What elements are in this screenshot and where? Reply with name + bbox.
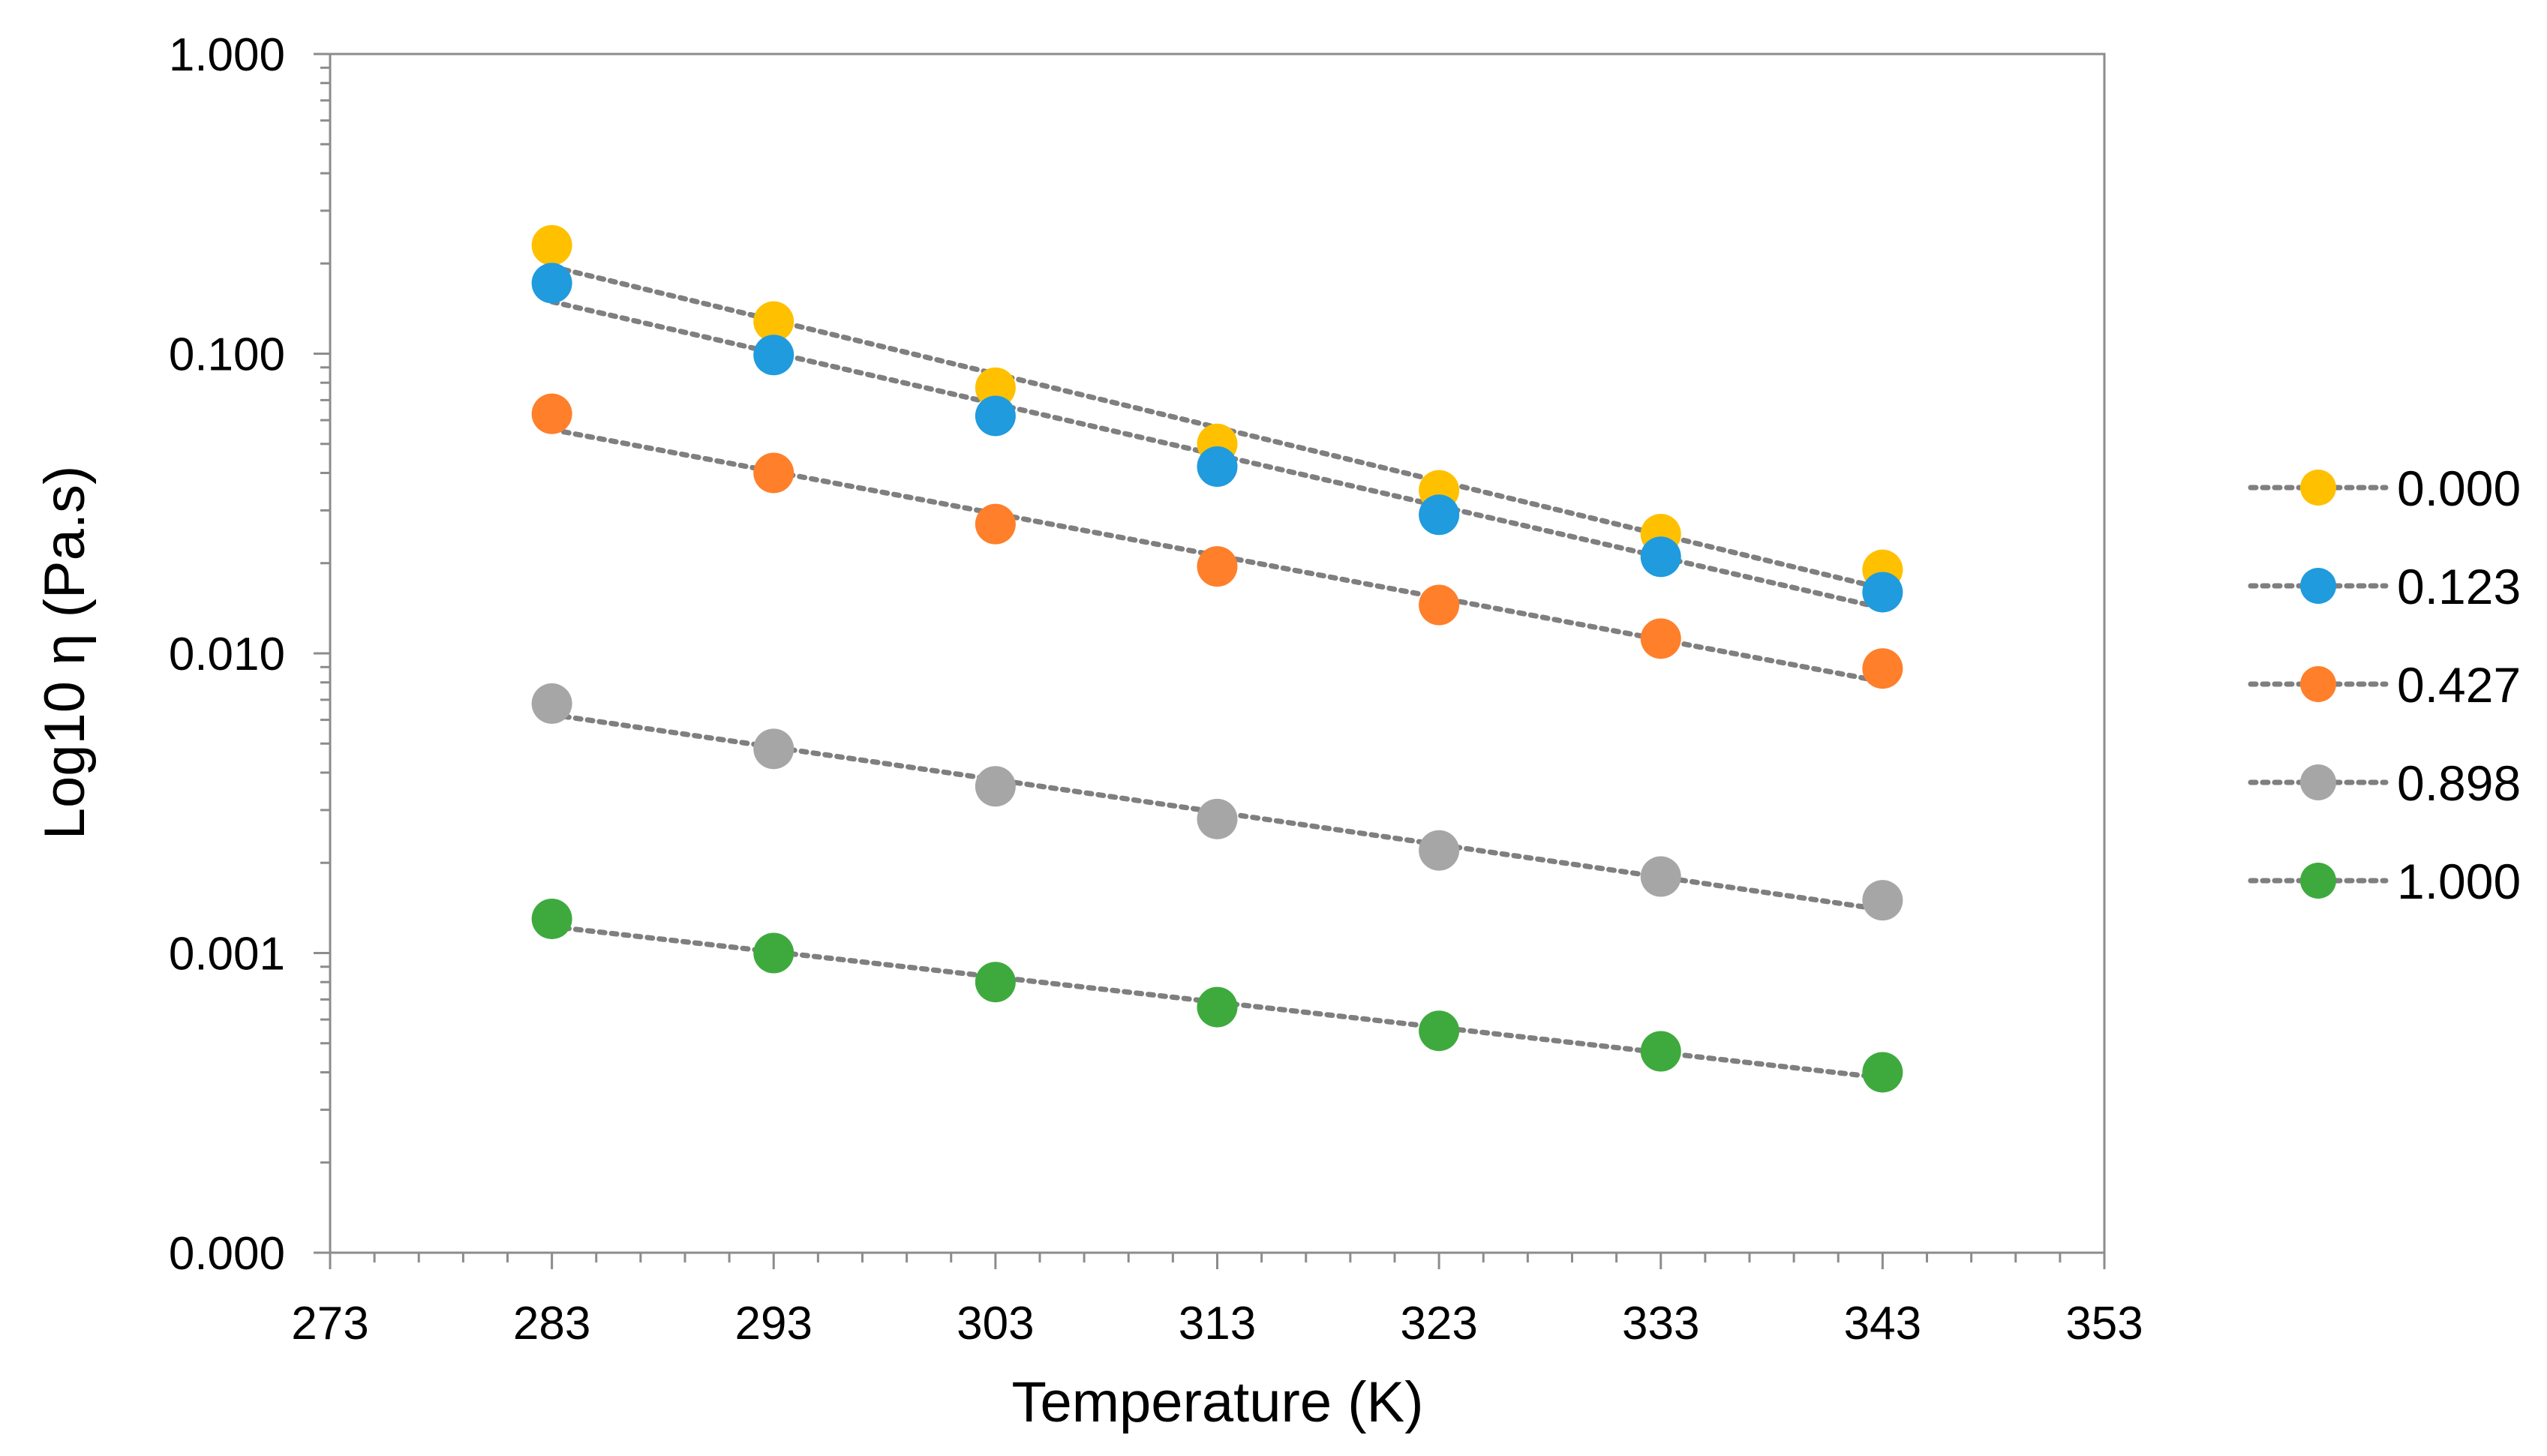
data-point-0.427 bbox=[531, 393, 572, 434]
data-point-0.898 bbox=[1197, 798, 1238, 839]
data-point-0.000 bbox=[531, 224, 572, 266]
data-point-1.000 bbox=[1419, 1010, 1460, 1052]
data-point-0.427 bbox=[975, 503, 1016, 545]
x-tick-label: 293 bbox=[735, 1298, 812, 1349]
data-point-1.000 bbox=[753, 932, 794, 974]
data-point-1.000 bbox=[531, 898, 572, 939]
legend-label: 0.123 bbox=[2397, 559, 2521, 614]
data-point-0.427 bbox=[1419, 584, 1460, 626]
data-point-0.898 bbox=[753, 728, 794, 770]
legend-marker-0.000 bbox=[2300, 470, 2336, 506]
data-point-0.000 bbox=[753, 301, 794, 342]
x-tick-label: 353 bbox=[2065, 1298, 2143, 1349]
y-tick-label: 0.000 bbox=[169, 1228, 285, 1280]
legend-label: 0.898 bbox=[2397, 755, 2521, 811]
data-point-0.898 bbox=[975, 766, 1016, 807]
data-point-0.123 bbox=[1419, 494, 1460, 536]
data-point-0.427 bbox=[1862, 648, 1903, 689]
data-point-0.898 bbox=[1640, 856, 1681, 897]
x-axis: 273 283 293 303 313 323 333 343 353 bbox=[291, 1253, 2143, 1349]
x-tick-label: 273 bbox=[291, 1298, 368, 1349]
data-point-0.427 bbox=[1197, 546, 1238, 587]
x-tick-label: 283 bbox=[513, 1298, 590, 1349]
y-tick-label: 0.010 bbox=[169, 629, 285, 680]
x-tick-label: 323 bbox=[1400, 1298, 1477, 1349]
x-axis-title: Temperature (K) bbox=[1011, 1370, 1423, 1434]
data-point-0.123 bbox=[531, 263, 572, 304]
data-point-1.000 bbox=[975, 962, 1016, 1003]
y-axis: 1.000 0.100 0.010 0.001 0.000 bbox=[169, 29, 330, 1280]
legend: 0.000 0.123 0.427 0.898 1.000 bbox=[2248, 461, 2521, 909]
data-point-1.000 bbox=[1197, 986, 1238, 1028]
legend-label: 0.427 bbox=[2397, 657, 2521, 713]
legend-label: 0.000 bbox=[2397, 461, 2521, 516]
y-tick-label: 1.000 bbox=[169, 29, 285, 81]
data-point-0.123 bbox=[1640, 536, 1681, 578]
data-point-0.898 bbox=[531, 683, 572, 724]
legend-marker-0.898 bbox=[2300, 764, 2336, 800]
legend-label: 1.000 bbox=[2397, 854, 2521, 909]
data-point-0.000 bbox=[975, 367, 1016, 408]
data-point-0.123 bbox=[975, 395, 1016, 437]
data-point-0.123 bbox=[1197, 446, 1238, 488]
y-tick-label: 0.100 bbox=[169, 329, 285, 381]
x-tick-label: 333 bbox=[1622, 1298, 1699, 1349]
legend-marker-0.427 bbox=[2300, 666, 2336, 702]
data-point-0.123 bbox=[1862, 572, 1903, 613]
data-point-0.898 bbox=[1419, 830, 1460, 871]
data-point-0.898 bbox=[1862, 880, 1903, 921]
legend-marker-0.123 bbox=[2300, 568, 2336, 604]
y-axis-title: Log10 η (Pa.s) bbox=[33, 466, 97, 840]
data-points bbox=[531, 224, 1903, 1093]
x-tick-label: 303 bbox=[957, 1298, 1034, 1349]
data-point-0.123 bbox=[753, 335, 794, 376]
data-point-0.427 bbox=[753, 452, 794, 494]
legend-marker-1.000 bbox=[2300, 863, 2336, 899]
data-point-1.000 bbox=[1640, 1031, 1681, 1072]
x-tick-label: 313 bbox=[1179, 1298, 1256, 1349]
x-tick-label: 343 bbox=[1844, 1298, 1921, 1349]
y-tick-label: 0.001 bbox=[169, 929, 285, 980]
data-point-1.000 bbox=[1862, 1052, 1903, 1093]
data-point-0.427 bbox=[1640, 618, 1681, 659]
